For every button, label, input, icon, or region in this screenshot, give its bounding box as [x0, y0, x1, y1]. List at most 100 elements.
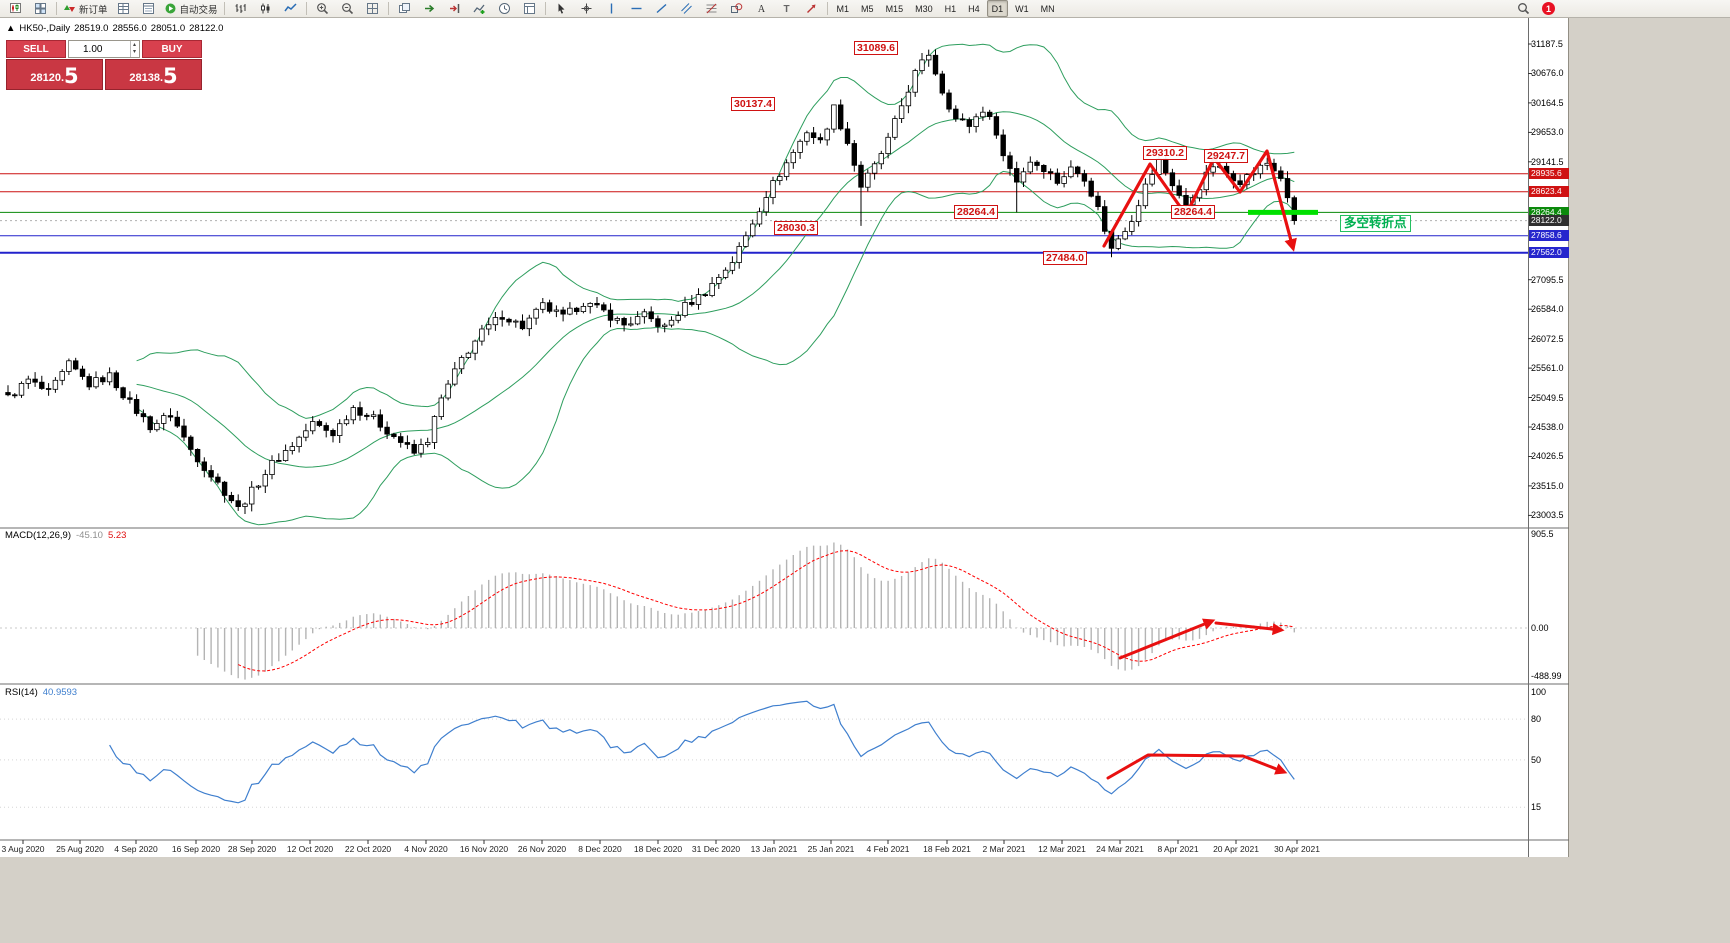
price-annotation[interactable]: 31089.6 [854, 41, 898, 55]
trendline-tool-button[interactable] [649, 0, 674, 18]
candle-body [485, 324, 492, 330]
candle-body [188, 436, 194, 450]
candle-body [73, 360, 79, 370]
candle-body [736, 245, 742, 263]
candle-body [770, 180, 776, 199]
candle-body [397, 436, 404, 443]
y-axis-label-special[interactable]: 28623.4 [1529, 186, 1569, 198]
volume-input[interactable]: 1.00 ▴ ▾ [68, 40, 140, 58]
price-annotation[interactable]: 30137.4 [731, 97, 775, 111]
price-annotation[interactable]: 28264.4 [1171, 205, 1215, 219]
search-button[interactable] [1511, 0, 1536, 18]
market-watch-button[interactable] [111, 0, 136, 18]
chart-window[interactable]: ▲ HK50-,Daily 28519.0 28556.0 28051.0 28122.0… [0, 18, 1569, 857]
zoom-out-button[interactable] [335, 0, 360, 18]
horizontal-line-tool-button[interactable] [624, 0, 649, 18]
price-annotation[interactable]: 28030.3 [774, 221, 818, 235]
candle-body [1291, 197, 1297, 221]
rsi-annotation-arrow[interactable] [1106, 753, 1288, 780]
candle-body [662, 324, 668, 327]
y-axis-label-special[interactable]: 28935.6 [1529, 168, 1569, 180]
new-order-button[interactable]: 新订单 [60, 0, 111, 18]
candle-body [458, 357, 465, 370]
new-chart-button[interactable] [3, 0, 28, 18]
date-label: 22 Oct 2020 [344, 844, 392, 854]
fibonacci-tool-button[interactable] [699, 0, 724, 18]
toolbar-right-group: 1 [1511, 0, 1555, 18]
macd-annotation-arrow[interactable] [1118, 618, 1216, 660]
main-toolbar: 新订单 自动交易 A T M1 M5 M15 M30 H1 H4 D1 W1 MN 1 [0, 0, 1730, 18]
timeframe-button-d1[interactable]: D1 [986, 0, 1009, 17]
y-axis-label-special[interactable]: 28122.0 [1529, 215, 1569, 227]
timeframe-button-m5[interactable]: M5 [861, 3, 874, 14]
crosshair-tool-button[interactable] [574, 0, 599, 18]
text-label-tool-button[interactable]: T [774, 0, 799, 18]
zoom-in-button[interactable] [310, 0, 335, 18]
notification-badge[interactable]: 1 [1542, 2, 1555, 15]
candle-body [1102, 206, 1108, 232]
templates-button[interactable] [517, 0, 542, 18]
arrange-windows-button[interactable] [392, 0, 417, 18]
buy-button[interactable]: BUY [142, 40, 202, 58]
candle-body [499, 317, 505, 320]
timeframe-button-h4[interactable]: H4 [968, 3, 980, 14]
price-annotation[interactable]: 29247.7 [1204, 149, 1248, 163]
buy-price-button[interactable]: 28138. 5 [105, 59, 202, 90]
y-axis-label-special[interactable]: 27562.0 [1529, 247, 1569, 259]
line-chart-button[interactable] [278, 0, 303, 18]
candle-body [133, 398, 140, 414]
cursor-tool-button[interactable] [549, 0, 574, 18]
y-axis-label-special[interactable]: 28264.4 [1529, 206, 1569, 218]
macd-annotation-arrow[interactable] [1214, 621, 1285, 636]
candle-body [1183, 194, 1189, 206]
volume-spinner[interactable]: ▴ ▾ [129, 41, 138, 57]
svg-text:T: T [783, 4, 789, 15]
chart-shift-button[interactable] [442, 0, 467, 18]
vertical-line-tool-button[interactable] [599, 0, 624, 18]
candle-body [194, 448, 201, 463]
timeframe-button-m30[interactable]: M30 [915, 3, 933, 14]
auto-trading-button[interactable]: 自动交易 [161, 0, 221, 18]
add-indicator-button[interactable] [467, 0, 492, 18]
y-axis-label: 26584.0 [1531, 304, 1564, 315]
shapes-tool-button[interactable] [724, 0, 749, 18]
timeframe-button-h1[interactable]: H1 [944, 3, 957, 14]
profiles-button[interactable] [28, 0, 53, 18]
candle-body [953, 108, 959, 120]
candle-body [424, 442, 431, 445]
one-click-collapse-arrow[interactable]: ▲ [6, 23, 16, 34]
autoscroll-icon [424, 4, 434, 13]
candle-body [79, 368, 86, 377]
price-annotation[interactable]: 28264.4 [954, 205, 998, 219]
channel-tool-button[interactable] [674, 0, 699, 18]
tile-windows-button[interactable] [360, 0, 385, 18]
arrows-tool-button[interactable] [799, 0, 824, 18]
text-tool-button[interactable]: A [749, 0, 774, 18]
auto-scroll-button[interactable] [417, 0, 442, 18]
turning-point-note: 多空转折点 [1340, 215, 1411, 232]
timeframe-button-m1[interactable]: M1 [836, 3, 850, 14]
candle-body [797, 140, 803, 153]
price-annotation[interactable]: 29310.2 [1143, 146, 1187, 160]
candlestick-chart-button[interactable] [253, 0, 278, 18]
timeframe-button-mn[interactable]: MN [1040, 3, 1055, 14]
rsi-indicator-label: RSI(14) 40.9593 [5, 687, 78, 698]
rsi-value: 40.9593 [42, 687, 78, 698]
bar-chart-button[interactable] [228, 0, 253, 18]
price-annotation[interactable]: 27484.0 [1043, 251, 1087, 265]
date-label: 3 Aug 2020 [1, 844, 45, 854]
period-button[interactable] [492, 0, 517, 18]
y-axis-label: 23515.0 [1531, 480, 1564, 491]
rsi-panel [0, 700, 1528, 808]
y-axis-label-special[interactable]: 27858.6 [1529, 230, 1569, 242]
quote-low: 28051.0 [150, 23, 186, 34]
data-window-button[interactable] [136, 0, 161, 18]
sell-price-button[interactable]: 28120. 5 [6, 59, 103, 90]
candle-body [1237, 180, 1243, 186]
date-label: 12 Oct 2020 [286, 844, 334, 854]
timeframe-button-m15[interactable]: M15 [885, 3, 904, 14]
timeframe-button-w1[interactable]: W1 [1015, 3, 1029, 14]
chart-canvas[interactable] [0, 18, 1569, 857]
sell-button[interactable]: SELL [6, 40, 66, 58]
candle-body [445, 383, 451, 399]
